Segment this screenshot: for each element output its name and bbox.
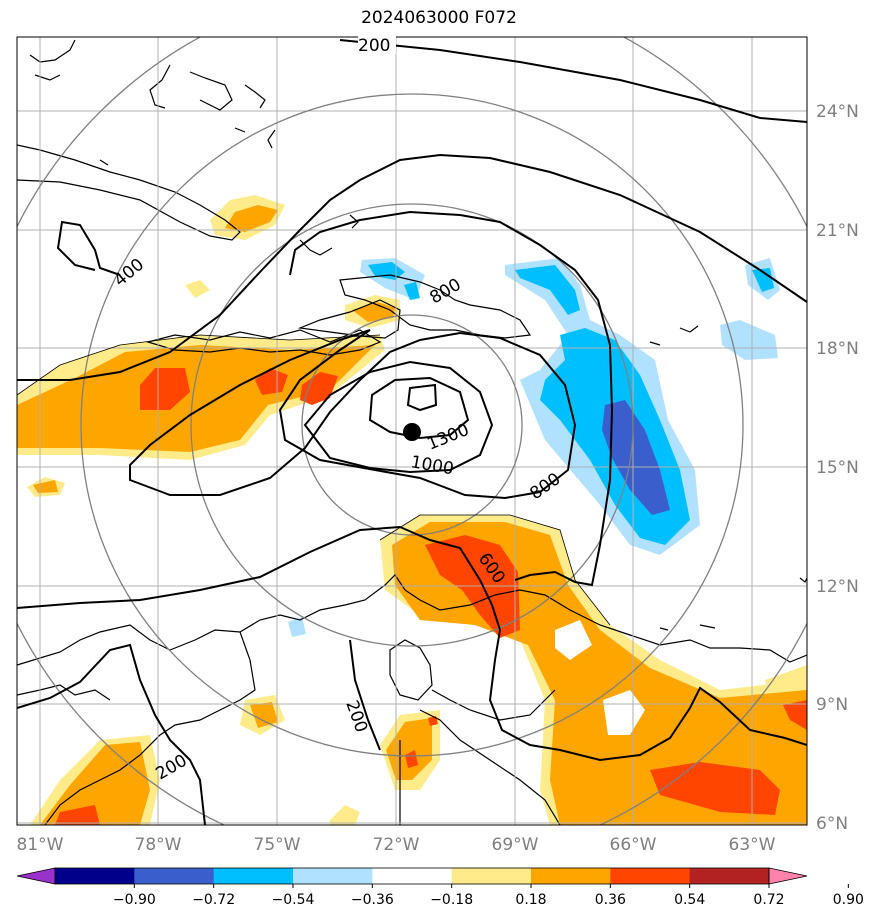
lon-label-81w: 81°W — [17, 835, 64, 855]
lon-label-75w: 75°W — [254, 835, 301, 855]
lat-label-6n: 6°N — [816, 814, 848, 834]
shading-negative-strong — [602, 400, 670, 515]
shading-outlines — [17, 334, 611, 626]
lon-label-72w: 72°W — [373, 835, 420, 855]
contour-label-1300: 1300 — [424, 420, 472, 455]
range-rings — [17, 37, 807, 825]
colorbar-tick-label: −0.72 — [192, 892, 235, 908]
storm-center-marker — [403, 423, 421, 441]
colorbar-segment — [293, 868, 373, 884]
shading-neutral-holes — [555, 620, 645, 735]
contour-label-400: 400 — [110, 255, 148, 291]
colorbar-segment — [372, 868, 453, 884]
contour-label-800-north: 800 — [427, 275, 465, 309]
lon-label-69w: 69°W — [492, 835, 539, 855]
latitude-labels: 24°N 21°N 18°N 15°N 12°N 9°N 6°N — [816, 102, 859, 834]
colorbar-tick-label: −0.36 — [351, 892, 394, 908]
contour-label-200-south: 200 — [341, 698, 371, 735]
colorbar-segment — [610, 868, 691, 884]
colorbar-segment — [134, 868, 215, 884]
lat-label-12n: 12°N — [816, 577, 859, 597]
colorbar-segments — [55, 868, 770, 884]
contour-label-800-east: 800 — [526, 469, 564, 504]
colorbar-segment — [451, 868, 532, 884]
colorbar-segment — [55, 868, 135, 884]
shading-negative-medium — [368, 262, 774, 545]
lat-label-9n: 9°N — [816, 695, 848, 715]
lon-label-78w: 78°W — [135, 835, 182, 855]
lat-label-18n: 18°N — [816, 339, 859, 359]
colorbar-tick-label: 0.72 — [753, 892, 784, 908]
contour-label-200-top: 200 — [358, 36, 390, 56]
contour-label-1000: 1000 — [409, 452, 455, 479]
colorbar-tick-label: −0.90 — [113, 892, 156, 908]
lon-label-63w: 63°W — [729, 835, 776, 855]
lat-label-21n: 21°N — [816, 221, 859, 241]
gridlines — [17, 37, 807, 825]
colorbar-max-extension — [768, 867, 808, 885]
map-frame — [16, 36, 808, 826]
colorbar-tick-label: 0.54 — [674, 892, 705, 908]
colorbar-frame — [54, 867, 770, 885]
colorbar-tick-label: 0.36 — [595, 892, 626, 908]
colorbar-segment — [213, 868, 294, 884]
colorbar-tick-label: −0.54 — [272, 892, 315, 908]
coastlines — [17, 39, 807, 825]
map-area — [17, 37, 807, 825]
lat-label-15n: 15°N — [816, 458, 859, 478]
colorbar-tick-label: 0.18 — [515, 892, 546, 908]
map-title: 2024063000 F072 — [361, 8, 517, 28]
lat-label-24n: 24°N — [816, 102, 859, 122]
colorbar-tick-label: −0.18 — [430, 892, 473, 908]
colorbar-segment — [689, 868, 770, 884]
colorbar-min-extension — [16, 867, 56, 885]
colorbar: −0.90 −0.72 −0.54 −0.36 −0.18 0.18 0.36 0.54 0.7… — [16, 867, 864, 908]
lon-label-66w: 66°W — [610, 835, 657, 855]
colorbar-tick-label: 0.90 — [833, 892, 864, 908]
shading-positive-strong — [55, 368, 807, 825]
longitude-labels: 81°W 78°W 75°W 72°W 69°W 66°W 63°W — [17, 835, 776, 855]
colorbar-segment — [531, 868, 611, 884]
colorbar-ticks: −0.90 −0.72 −0.54 −0.36 −0.18 0.18 0.36 0.54 0.7… — [113, 884, 864, 908]
